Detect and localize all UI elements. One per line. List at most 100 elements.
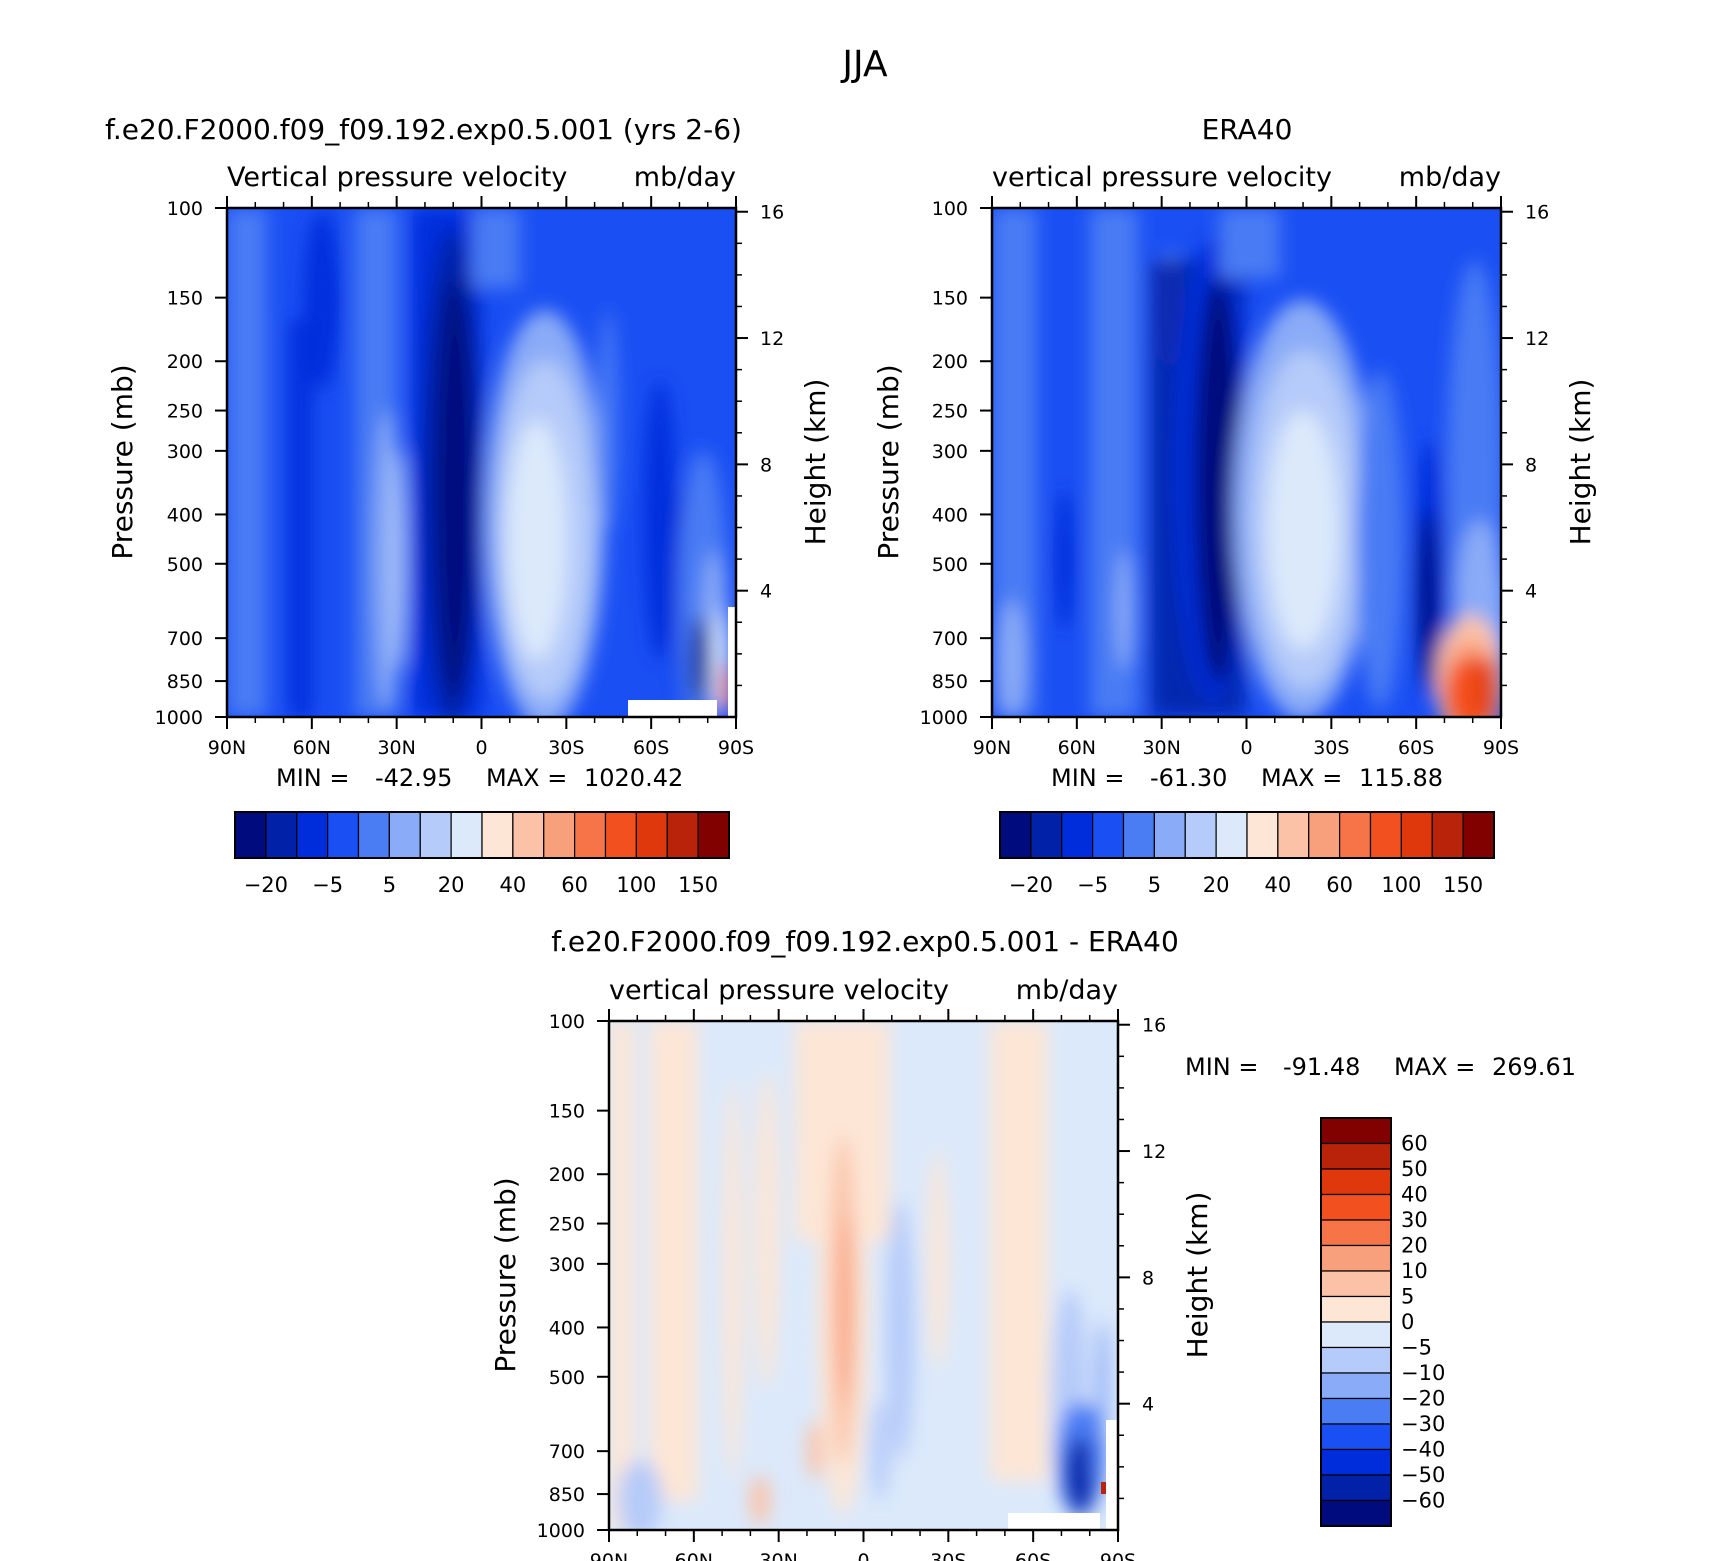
colorbar-swatch xyxy=(1320,1168,1392,1196)
y-tick-label: 100 xyxy=(549,1011,585,1033)
subtitle-left-diff: vertical pressure velocity xyxy=(609,975,949,1006)
x-tick-label: 90S xyxy=(1483,737,1519,759)
y2-tick-label: 16 xyxy=(760,202,784,224)
y2-tick-label: 4 xyxy=(760,581,772,603)
y-tick-label: 700 xyxy=(932,628,968,650)
min-value-obs: -61.30 xyxy=(1150,764,1227,792)
contour-field-model xyxy=(227,208,736,717)
colorbar-label: 40 xyxy=(500,873,527,897)
colorbar-swatch xyxy=(1320,1219,1392,1247)
colorbar-label: −20 xyxy=(1401,1387,1445,1411)
colorbar-model: −20 −5 5 20 40 60 100 150 xyxy=(234,811,730,897)
ylabel-obs: Pressure (mb) xyxy=(872,364,905,559)
colorbar-swatch xyxy=(1431,811,1464,859)
x-tick-label: 60N xyxy=(293,737,331,759)
subtitle-right-model: mb/day xyxy=(634,162,736,193)
max-value-diff: 269.61 xyxy=(1492,1053,1576,1081)
colorbar-label: −60 xyxy=(1401,1489,1445,1513)
x-tick-label: 90N xyxy=(973,737,1011,759)
colorbar-label: 150 xyxy=(678,873,718,897)
x-tick-label: 60S xyxy=(1015,1550,1051,1561)
colorbar-swatch xyxy=(1320,1499,1392,1527)
y-tick-label: 200 xyxy=(167,351,203,373)
max-value-model: 1020.42 xyxy=(584,764,683,792)
colorbar-swatch xyxy=(1320,1244,1392,1272)
y-tick-label: 150 xyxy=(549,1101,585,1123)
x-tick-label: 0 xyxy=(1240,737,1252,759)
colorbar-swatch xyxy=(1320,1193,1392,1221)
minmax-obs: MIN = -61.30 MAX = 115.88 xyxy=(1051,764,1443,792)
colorbar-swatch xyxy=(1320,1346,1392,1374)
colorbar-label: −5 xyxy=(312,873,343,897)
max-value-obs: 115.88 xyxy=(1359,764,1443,792)
min-label-obs: MIN = xyxy=(1051,764,1124,792)
panel-diff: f.e20.F2000.f09_f09.192.exp0.5.001 - ERA… xyxy=(489,925,1576,1561)
y2-tick-label: 16 xyxy=(1142,1015,1166,1037)
colorbar-swatch xyxy=(1320,1448,1392,1476)
x-tick-label: 30N xyxy=(759,1550,797,1561)
minmax-diff: MIN = -91.48 MAX = 269.61 xyxy=(1185,1053,1576,1081)
y2-tick-label: 4 xyxy=(1142,1394,1154,1416)
colorbar-label: 60 xyxy=(561,873,588,897)
subtitle-left-obs: vertical pressure velocity xyxy=(992,162,1332,193)
colorbar-swatch xyxy=(1320,1474,1392,1502)
colorbar-swatch xyxy=(635,811,668,859)
colorbar-label: 20 xyxy=(1401,1234,1428,1258)
colorbar-swatch xyxy=(543,811,576,859)
y-tick-label: 100 xyxy=(932,198,968,220)
x-tick-label: 90N xyxy=(208,737,246,759)
colorbar-label: 20 xyxy=(438,873,465,897)
colorbar-swatch xyxy=(1400,811,1433,859)
minmax-model: MIN = -42.95 MAX = 1020.42 xyxy=(276,764,683,792)
x-tick-label: 30N xyxy=(377,737,415,759)
colorbar-swatch xyxy=(999,811,1032,859)
y-tick-label: 100 xyxy=(167,198,203,220)
y-tick-label: 400 xyxy=(932,504,968,526)
colorbar-label: −20 xyxy=(1009,873,1053,897)
y2-tick-label: 4 xyxy=(1525,581,1537,603)
subtitle-right-diff: mb/day xyxy=(1016,975,1118,1006)
colorbar-swatch xyxy=(419,811,452,859)
colorbar-frame xyxy=(999,811,1495,859)
colorbar-swatch xyxy=(1246,811,1279,859)
contour-field-diff xyxy=(609,1021,1118,1530)
y2label-model: Height (km) xyxy=(799,379,832,546)
panel-obs: ERA40 vertical pressure velocity mb/day xyxy=(872,113,1597,897)
y2label-obs: Height (km) xyxy=(1564,379,1597,546)
colorbar-swatch xyxy=(604,811,637,859)
colorbar-label: −5 xyxy=(1401,1336,1432,1360)
y2label-diff: Height (km) xyxy=(1181,1192,1214,1359)
max-label-diff: MAX = xyxy=(1394,1053,1475,1081)
ticks-diff: 90N 60N 30N 0 30S 60S 90S 100 150 200 250 300 400 500… xyxy=(537,1009,1166,1561)
colorbar-swatch xyxy=(481,811,514,859)
y-tick-label: 1000 xyxy=(155,707,203,729)
y-tick-label: 250 xyxy=(932,401,968,423)
x-tick-label: 60S xyxy=(1398,737,1434,759)
colorbar-swatch xyxy=(1320,1295,1392,1323)
y-tick-label: 300 xyxy=(932,441,968,463)
min-value-model: -42.95 xyxy=(375,764,452,792)
x-tick-label: 30N xyxy=(1142,737,1180,759)
colorbar-swatch xyxy=(1122,811,1155,859)
colorbar-swatch xyxy=(1215,811,1248,859)
x-tick-label: 30S xyxy=(1313,737,1349,759)
colorbar-label: 100 xyxy=(616,873,656,897)
colorbar-label: −10 xyxy=(1401,1361,1445,1385)
y2-tick-label: 12 xyxy=(1525,328,1549,350)
panel-model: f.e20.F2000.f09_f09.192.exp0.5.001 (yrs … xyxy=(105,113,832,897)
x-tick-label: 30S xyxy=(548,737,584,759)
colorbar-swatch xyxy=(1320,1270,1392,1298)
colorbar-swatch xyxy=(1277,811,1310,859)
colorbar-label: 60 xyxy=(1326,873,1353,897)
contour-field-obs xyxy=(992,208,1501,717)
y-tick-label: 700 xyxy=(167,628,203,650)
x-tick-label: 60N xyxy=(675,1550,713,1561)
colorbar-label: −5 xyxy=(1077,873,1108,897)
y2-tick-label: 12 xyxy=(1142,1141,1166,1163)
y-tick-label: 150 xyxy=(167,288,203,310)
panel-title-diff: f.e20.F2000.f09_f09.192.exp0.5.001 - ERA… xyxy=(551,925,1179,958)
x-tick-label: 60S xyxy=(633,737,669,759)
x-tick-label: 90N xyxy=(590,1550,628,1561)
